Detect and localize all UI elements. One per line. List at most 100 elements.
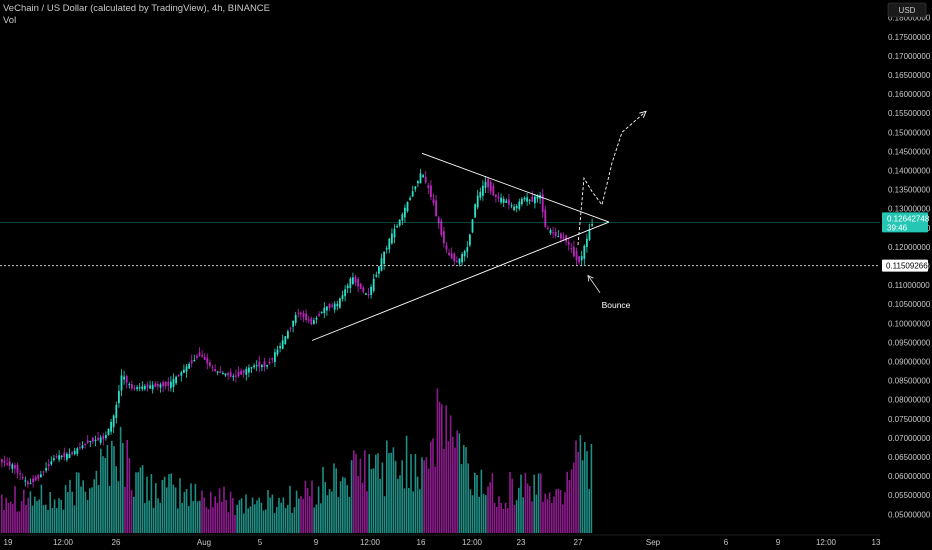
volume-bar: [364, 450, 366, 533]
volume-bar: [438, 401, 441, 533]
volume-bar: [60, 500, 62, 533]
volume-bar: [111, 440, 113, 533]
candle-body: [422, 175, 424, 178]
volume-bar: [91, 487, 93, 533]
candle-body: [536, 195, 539, 199]
x-tick-label: 23: [517, 538, 526, 547]
candle-body: [190, 360, 193, 364]
candle-body: [170, 381, 172, 388]
y-tick-label: 0.09000000: [888, 357, 931, 366]
candle-body: [406, 201, 409, 212]
candle-body: [396, 226, 398, 228]
candle-body: [526, 197, 528, 202]
x-tick-label: 12:00: [816, 538, 837, 547]
volume-bar: [548, 492, 551, 533]
candle-body: [123, 376, 125, 380]
candle-body: [281, 340, 284, 349]
candle-body: [53, 458, 55, 461]
volume-bar: [84, 491, 87, 533]
candle-body: [357, 279, 359, 287]
volume-bar: [190, 483, 192, 533]
y-tick-label: 0.08500000: [888, 377, 931, 386]
candle-body: [206, 357, 209, 364]
candle-body: [279, 346, 281, 349]
candle-body: [310, 318, 313, 325]
volume-bar: [117, 481, 120, 533]
volume-bar: [287, 504, 289, 533]
candle-body: [300, 312, 302, 315]
volume-bar: [564, 492, 566, 533]
volume-bar: [526, 483, 529, 533]
volume-bar: [56, 508, 58, 533]
candle-body: [435, 200, 437, 217]
volume-bar: [29, 491, 32, 533]
candle-body: [417, 181, 419, 184]
volume-bar: [465, 447, 467, 533]
candle-body: [203, 356, 206, 360]
candle-body: [183, 369, 185, 373]
candle-body: [531, 196, 534, 202]
candle-body: [437, 217, 440, 224]
volume-bar: [82, 480, 84, 533]
volume-bar: [7, 502, 10, 533]
volume-bar: [133, 496, 135, 533]
x-tick-label: 19: [4, 538, 13, 547]
candle-body: [453, 253, 456, 262]
candle-body: [362, 287, 365, 292]
candle-body: [263, 361, 266, 367]
candle-body: [502, 198, 505, 203]
volume-bar: [245, 494, 247, 533]
volume-bar: [566, 471, 568, 533]
volume-bar: [289, 485, 291, 533]
candle-body: [591, 224, 593, 226]
candle-body: [518, 201, 521, 209]
candle-body: [515, 206, 518, 209]
candle-body: [383, 251, 385, 264]
x-tick-label: 13: [872, 538, 881, 547]
volume-bar: [436, 388, 439, 533]
volume-bar: [130, 490, 133, 533]
candle-body: [167, 381, 170, 386]
volume-bar: [183, 492, 186, 533]
volume-bar: [559, 490, 562, 533]
volume-bar: [425, 457, 428, 533]
volume-bar: [570, 469, 573, 533]
volume-bar: [150, 474, 153, 533]
bounce-arrowhead: [587, 274, 594, 282]
volume-bar: [166, 487, 168, 533]
volume-bar: [372, 468, 375, 533]
volume-bar: [126, 440, 128, 533]
candle-body: [229, 372, 232, 377]
x-tick-label: Aug: [197, 538, 211, 547]
candle-body: [443, 231, 445, 244]
projection-arrowhead: [639, 110, 647, 118]
candle-body: [565, 235, 567, 242]
volume-bar: [227, 512, 230, 533]
volume-bar: [185, 489, 188, 533]
volume-bar: [18, 511, 21, 533]
candle-body: [240, 371, 242, 375]
volume-bar: [69, 479, 71, 533]
candle-body: [404, 207, 406, 218]
volume-bar: [214, 496, 216, 533]
candle-body: [292, 321, 294, 327]
volume-bar: [161, 480, 164, 533]
candle-body: [149, 385, 151, 389]
x-tick-label: 12:00: [360, 538, 381, 547]
volume-bar: [509, 472, 511, 533]
volume-bar: [302, 498, 304, 533]
candle-body: [214, 369, 216, 371]
candle-body: [131, 384, 133, 389]
y-tick-label: 0.11000000: [888, 281, 930, 290]
volume-bar: [124, 486, 126, 533]
volume-bar: [383, 496, 386, 533]
x-tick-label: 16: [417, 538, 426, 547]
volume-bar: [555, 489, 557, 533]
candle-body: [235, 375, 237, 377]
candle-body: [461, 254, 463, 263]
volume-bar: [361, 482, 364, 533]
candle-body: [320, 312, 323, 314]
